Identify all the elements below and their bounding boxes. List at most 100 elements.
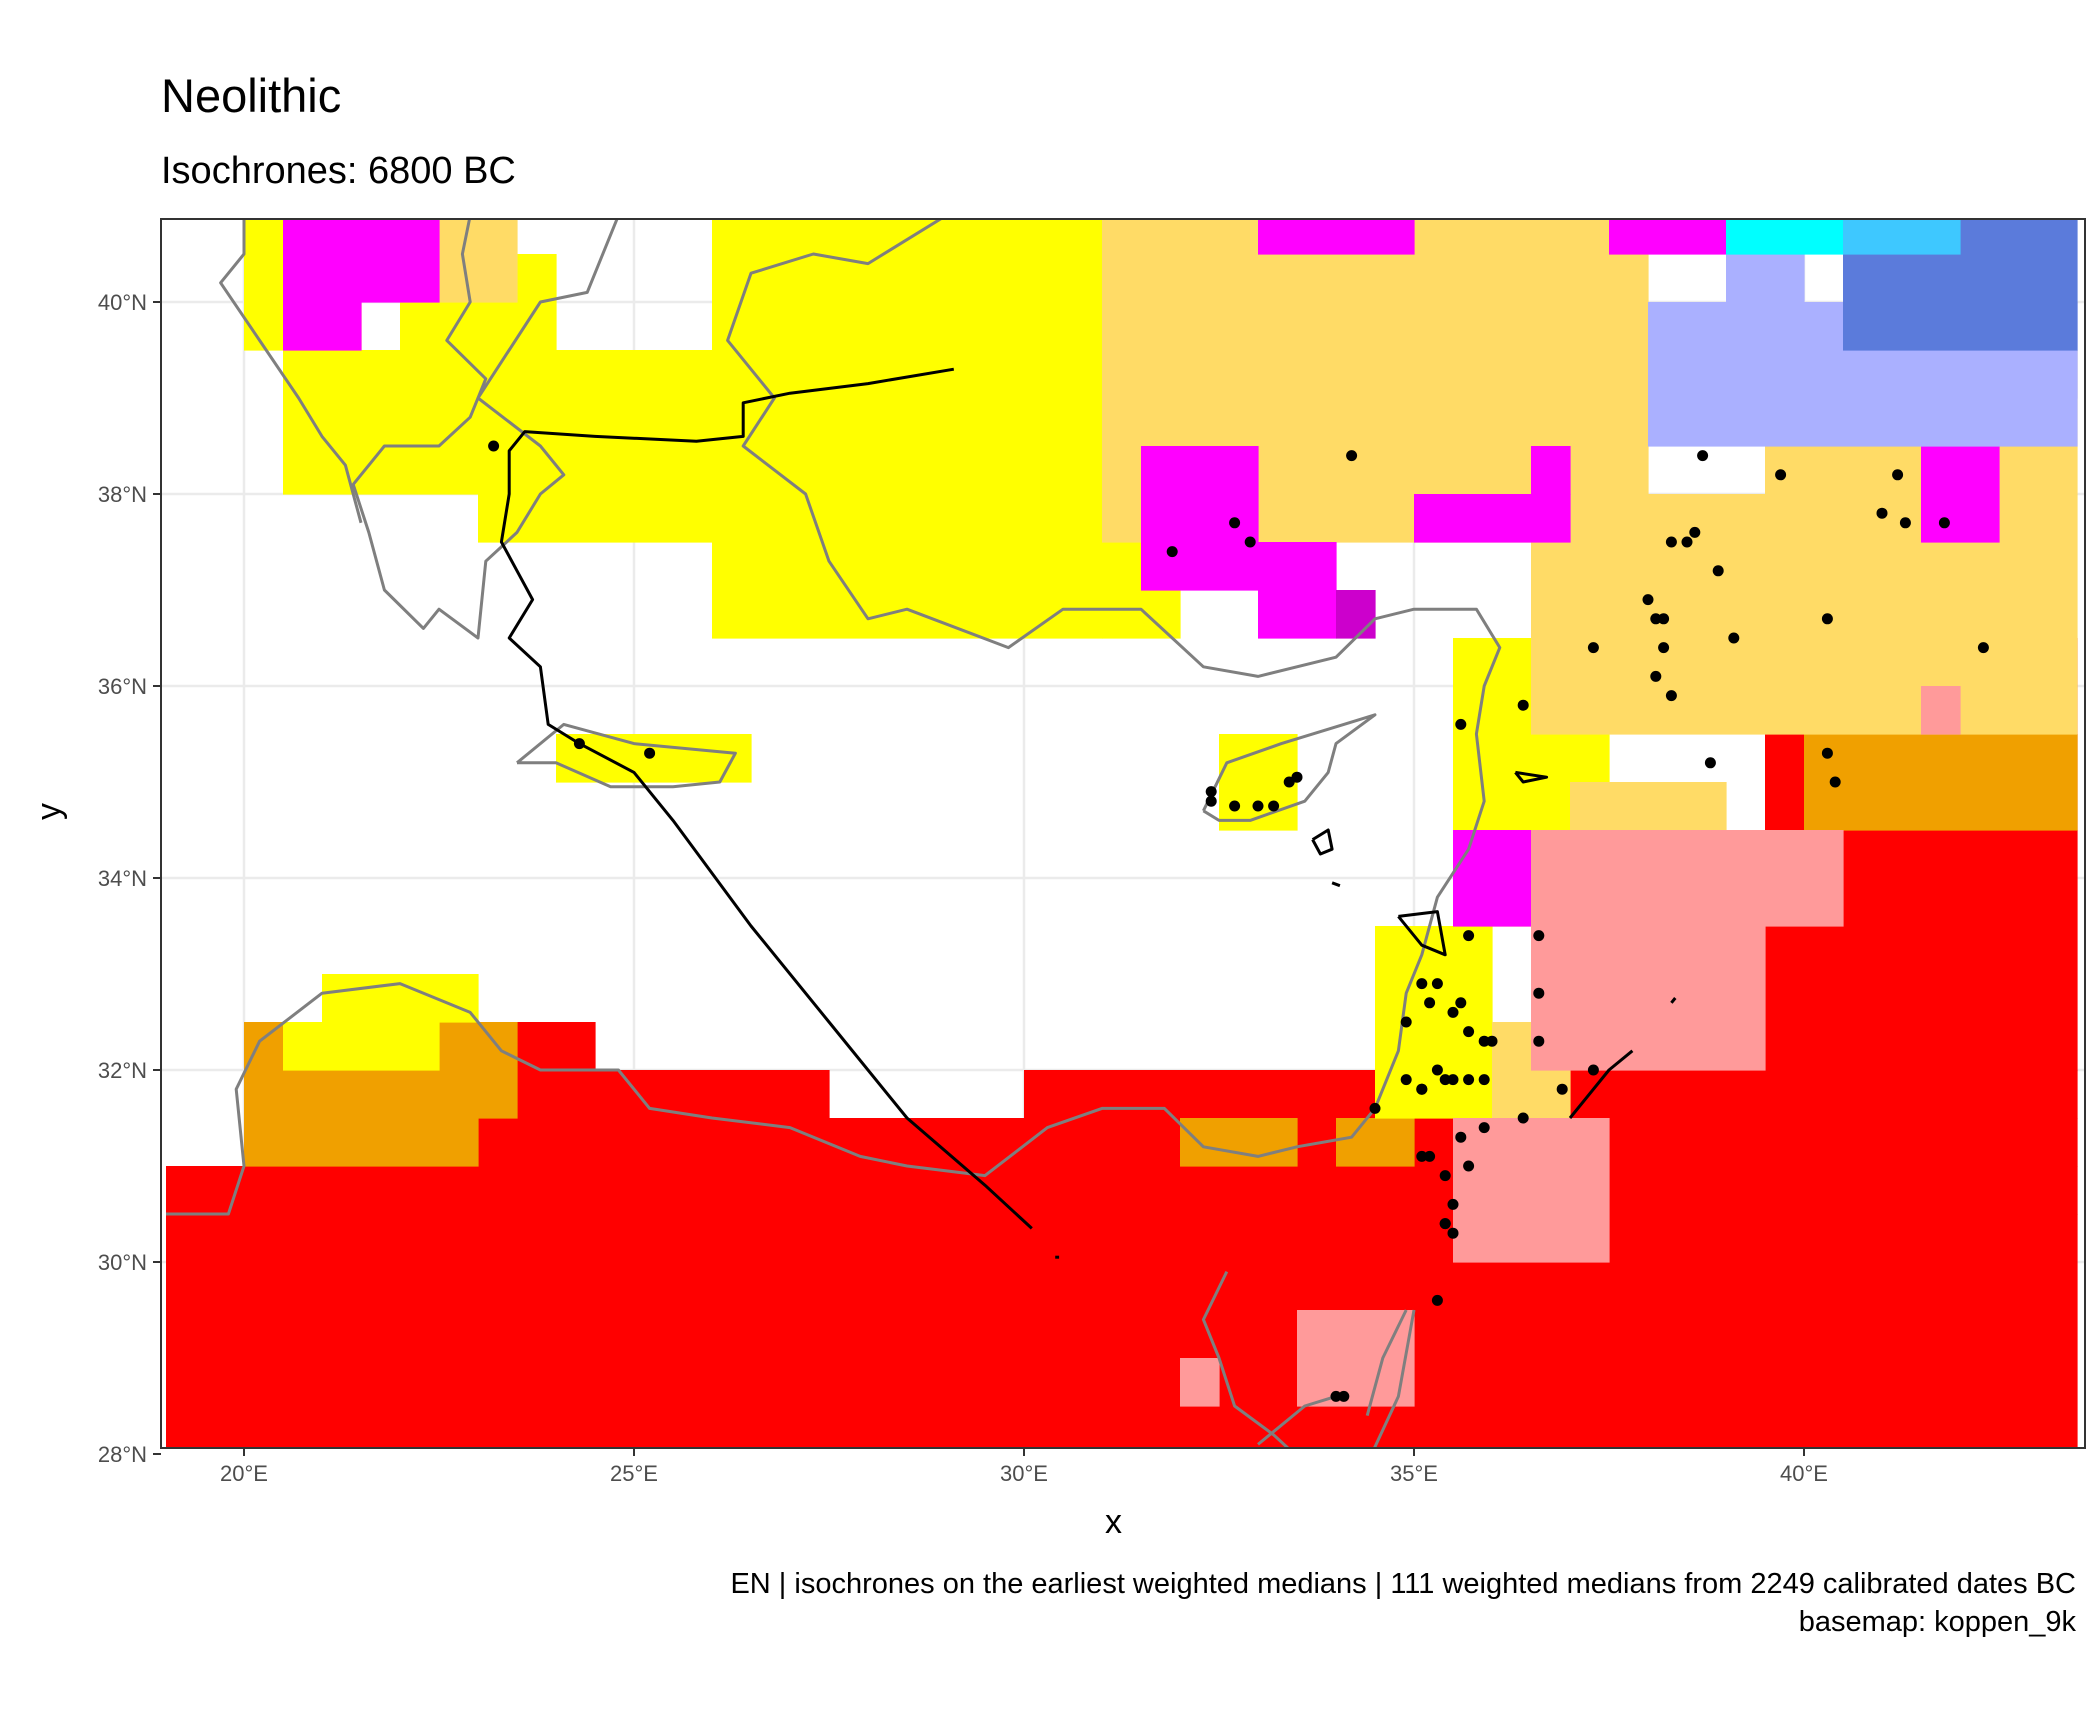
caption: EN | isochrones on the earliest weighted… bbox=[730, 1566, 2076, 1641]
site-point bbox=[1416, 1083, 1428, 1095]
coastline bbox=[516, 722, 737, 789]
site-point bbox=[1439, 1170, 1451, 1182]
site-point bbox=[1587, 642, 1599, 654]
raster-cell-orange bbox=[1336, 1118, 1415, 1167]
site-point bbox=[1681, 536, 1693, 548]
raster-cell-magenta bbox=[1921, 446, 2000, 543]
site-point bbox=[1556, 1083, 1568, 1095]
raster-cell-pink bbox=[1921, 686, 1961, 735]
site-point bbox=[1658, 642, 1670, 654]
site-point bbox=[1775, 469, 1787, 481]
site-point bbox=[1447, 1198, 1459, 1210]
site-point bbox=[1650, 670, 1662, 682]
x-tick-label: 20°E bbox=[220, 1461, 268, 1486]
site-point bbox=[1166, 546, 1178, 558]
site-point bbox=[1291, 771, 1303, 783]
site-point bbox=[1455, 718, 1467, 730]
raster-cell-pink bbox=[1297, 1310, 1415, 1407]
raster-cell-magenta bbox=[1453, 830, 1532, 927]
site-point bbox=[1642, 594, 1654, 606]
raster-cell-yellow bbox=[478, 350, 713, 543]
site-point bbox=[1728, 632, 1740, 644]
site-point bbox=[1876, 507, 1888, 519]
site-point bbox=[1587, 1064, 1599, 1076]
isochrone-line bbox=[1331, 881, 1341, 888]
raster-cell-red bbox=[244, 1118, 2078, 1167]
coastline bbox=[166, 219, 1502, 1216]
raster-cell-magenta bbox=[1141, 446, 1259, 591]
coastline bbox=[1365, 1309, 1408, 1416]
site-point bbox=[1205, 795, 1217, 807]
raster-cell-yellow bbox=[322, 974, 479, 1023]
site-points bbox=[488, 440, 1989, 1402]
site-point bbox=[1416, 978, 1428, 990]
site-point bbox=[1938, 517, 1950, 529]
x-tick-label: 25°E bbox=[610, 1461, 658, 1486]
site-point bbox=[1369, 1102, 1381, 1114]
site-point bbox=[1829, 776, 1841, 788]
site-point bbox=[1463, 1160, 1475, 1172]
raster-cell-magenta bbox=[1258, 219, 1415, 255]
y-tick-label: 28°N bbox=[98, 1442, 147, 1467]
site-point bbox=[1665, 536, 1677, 548]
site-point bbox=[1268, 800, 1280, 812]
raster-cell-cyan bbox=[1726, 219, 1844, 255]
site-point bbox=[1821, 613, 1833, 625]
caption-line-1: EN | isochrones on the earliest weighted… bbox=[730, 1568, 2076, 1600]
site-point bbox=[1447, 1074, 1459, 1086]
site-point bbox=[1650, 613, 1662, 625]
site-point bbox=[488, 440, 500, 452]
x-axis-title: x bbox=[1105, 1503, 1122, 1541]
isochrone-lines bbox=[499, 367, 1677, 1259]
raster-cell-magenta bbox=[1531, 446, 1571, 495]
map-title: Neolithic bbox=[161, 69, 342, 122]
site-point bbox=[1447, 1227, 1459, 1239]
isochrone-line bbox=[499, 367, 1033, 1230]
site-point bbox=[1439, 1074, 1451, 1086]
caption-line-2: basemap: koppen_9k bbox=[1798, 1605, 2076, 1638]
site-point bbox=[1400, 1016, 1412, 1028]
site-point bbox=[1697, 450, 1709, 462]
site-point bbox=[1533, 987, 1545, 999]
site-point bbox=[1821, 747, 1833, 759]
site-point bbox=[1463, 930, 1475, 942]
site-point bbox=[1892, 469, 1904, 481]
site-point bbox=[1478, 1122, 1490, 1134]
x-tick-label: 30°E bbox=[1000, 1461, 1048, 1486]
y-tick-label: 34°N bbox=[98, 866, 147, 891]
raster-cell-yellow bbox=[283, 1022, 440, 1071]
raster-cell-purple bbox=[1336, 590, 1376, 639]
raster-cell-pink bbox=[1180, 1358, 1220, 1407]
raster-cell-pink bbox=[1726, 830, 1844, 927]
raster-cell-yellow bbox=[556, 734, 752, 783]
site-point bbox=[1229, 800, 1241, 812]
site-point bbox=[1478, 1074, 1490, 1086]
map-subtitle: Isochrones: 6800 BC bbox=[161, 150, 516, 192]
site-point bbox=[1665, 690, 1677, 702]
site-point bbox=[1533, 930, 1545, 942]
y-axis-title: y bbox=[30, 803, 68, 820]
site-point bbox=[1229, 517, 1241, 529]
x-tick-label: 35°E bbox=[1390, 1461, 1438, 1486]
site-point bbox=[1431, 1294, 1443, 1306]
site-point bbox=[1346, 450, 1358, 462]
raster-cell-red bbox=[166, 1166, 2078, 1215]
site-point bbox=[1447, 1006, 1459, 1018]
site-point bbox=[1478, 1035, 1490, 1047]
site-point bbox=[1517, 1112, 1529, 1124]
site-point bbox=[1252, 800, 1264, 812]
isochrone-line bbox=[1568, 1049, 1634, 1119]
raster-cell-skyblue bbox=[1843, 219, 1961, 255]
raster-cell-yellow bbox=[712, 219, 1103, 639]
isochrone-line bbox=[1311, 828, 1334, 856]
isochrone-line bbox=[1514, 770, 1549, 784]
raster-cell-magenta bbox=[1258, 542, 1337, 639]
coastline bbox=[1257, 1394, 1337, 1446]
y-tick-label: 30°N bbox=[98, 1250, 147, 1275]
y-tick-label: 40°N bbox=[98, 290, 147, 315]
y-tick-label: 36°N bbox=[98, 674, 147, 699]
raster-cell-magenta bbox=[1414, 494, 1571, 543]
site-point bbox=[1416, 1150, 1428, 1162]
site-point bbox=[1517, 699, 1529, 711]
